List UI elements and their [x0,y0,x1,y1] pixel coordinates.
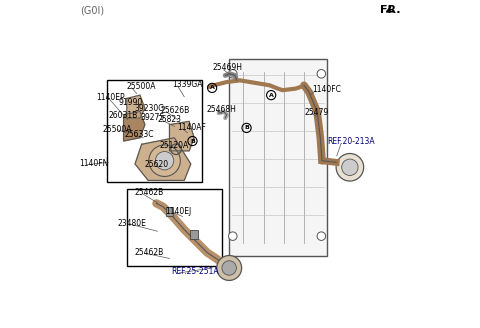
Bar [228,59,327,256]
Text: 26031B: 26031B [109,111,138,120]
Polygon shape [135,138,191,180]
Text: 39230G: 39230G [134,104,164,113]
Text: 25823: 25823 [157,115,181,124]
Polygon shape [127,95,145,118]
Text: 23480E: 23480E [118,218,147,228]
Text: 25633C: 25633C [124,130,154,139]
Text: 1339GA: 1339GA [172,80,202,89]
Bar [166,207,173,216]
Polygon shape [123,112,145,141]
Text: B: B [244,125,249,131]
Text: 25500A: 25500A [103,125,132,134]
Circle shape [228,70,237,78]
Text: 25620: 25620 [144,160,168,169]
Text: 25462B: 25462B [134,248,164,257]
Bar [127,189,222,266]
Text: REF.25-251A: REF.25-251A [171,267,219,277]
Text: 1140FC: 1140FC [312,85,341,94]
Circle shape [216,256,241,280]
Circle shape [228,232,237,240]
Text: 39275: 39275 [140,113,164,122]
Text: B: B [190,138,195,144]
Text: 25626B: 25626B [161,106,190,115]
Circle shape [317,70,325,78]
Circle shape [336,154,364,181]
Bar [190,230,198,239]
Text: A: A [210,85,215,91]
Text: REF.20-213A: REF.20-213A [327,137,374,146]
Text: (G0I): (G0I) [80,5,104,15]
Text: 25120A: 25120A [160,141,189,151]
Text: 25479: 25479 [305,108,329,117]
Text: FR.: FR. [380,5,400,15]
Text: 1140FN: 1140FN [79,159,108,169]
Circle shape [156,152,174,170]
Polygon shape [169,121,194,151]
Text: 91990: 91990 [119,98,143,107]
Circle shape [342,159,358,175]
Bar [107,80,202,182]
Text: 25462B: 25462B [134,188,164,197]
Text: 25469H: 25469H [212,63,242,72]
Circle shape [222,261,236,275]
Text: 1140EP: 1140EP [96,93,125,102]
Text: 25500A: 25500A [127,82,156,91]
Circle shape [149,145,180,176]
Text: 1140AF: 1140AF [177,123,206,133]
Circle shape [317,232,325,240]
Text: 1140EJ: 1140EJ [165,207,192,216]
Text: A: A [269,92,274,98]
Text: 25468H: 25468H [206,105,237,114]
